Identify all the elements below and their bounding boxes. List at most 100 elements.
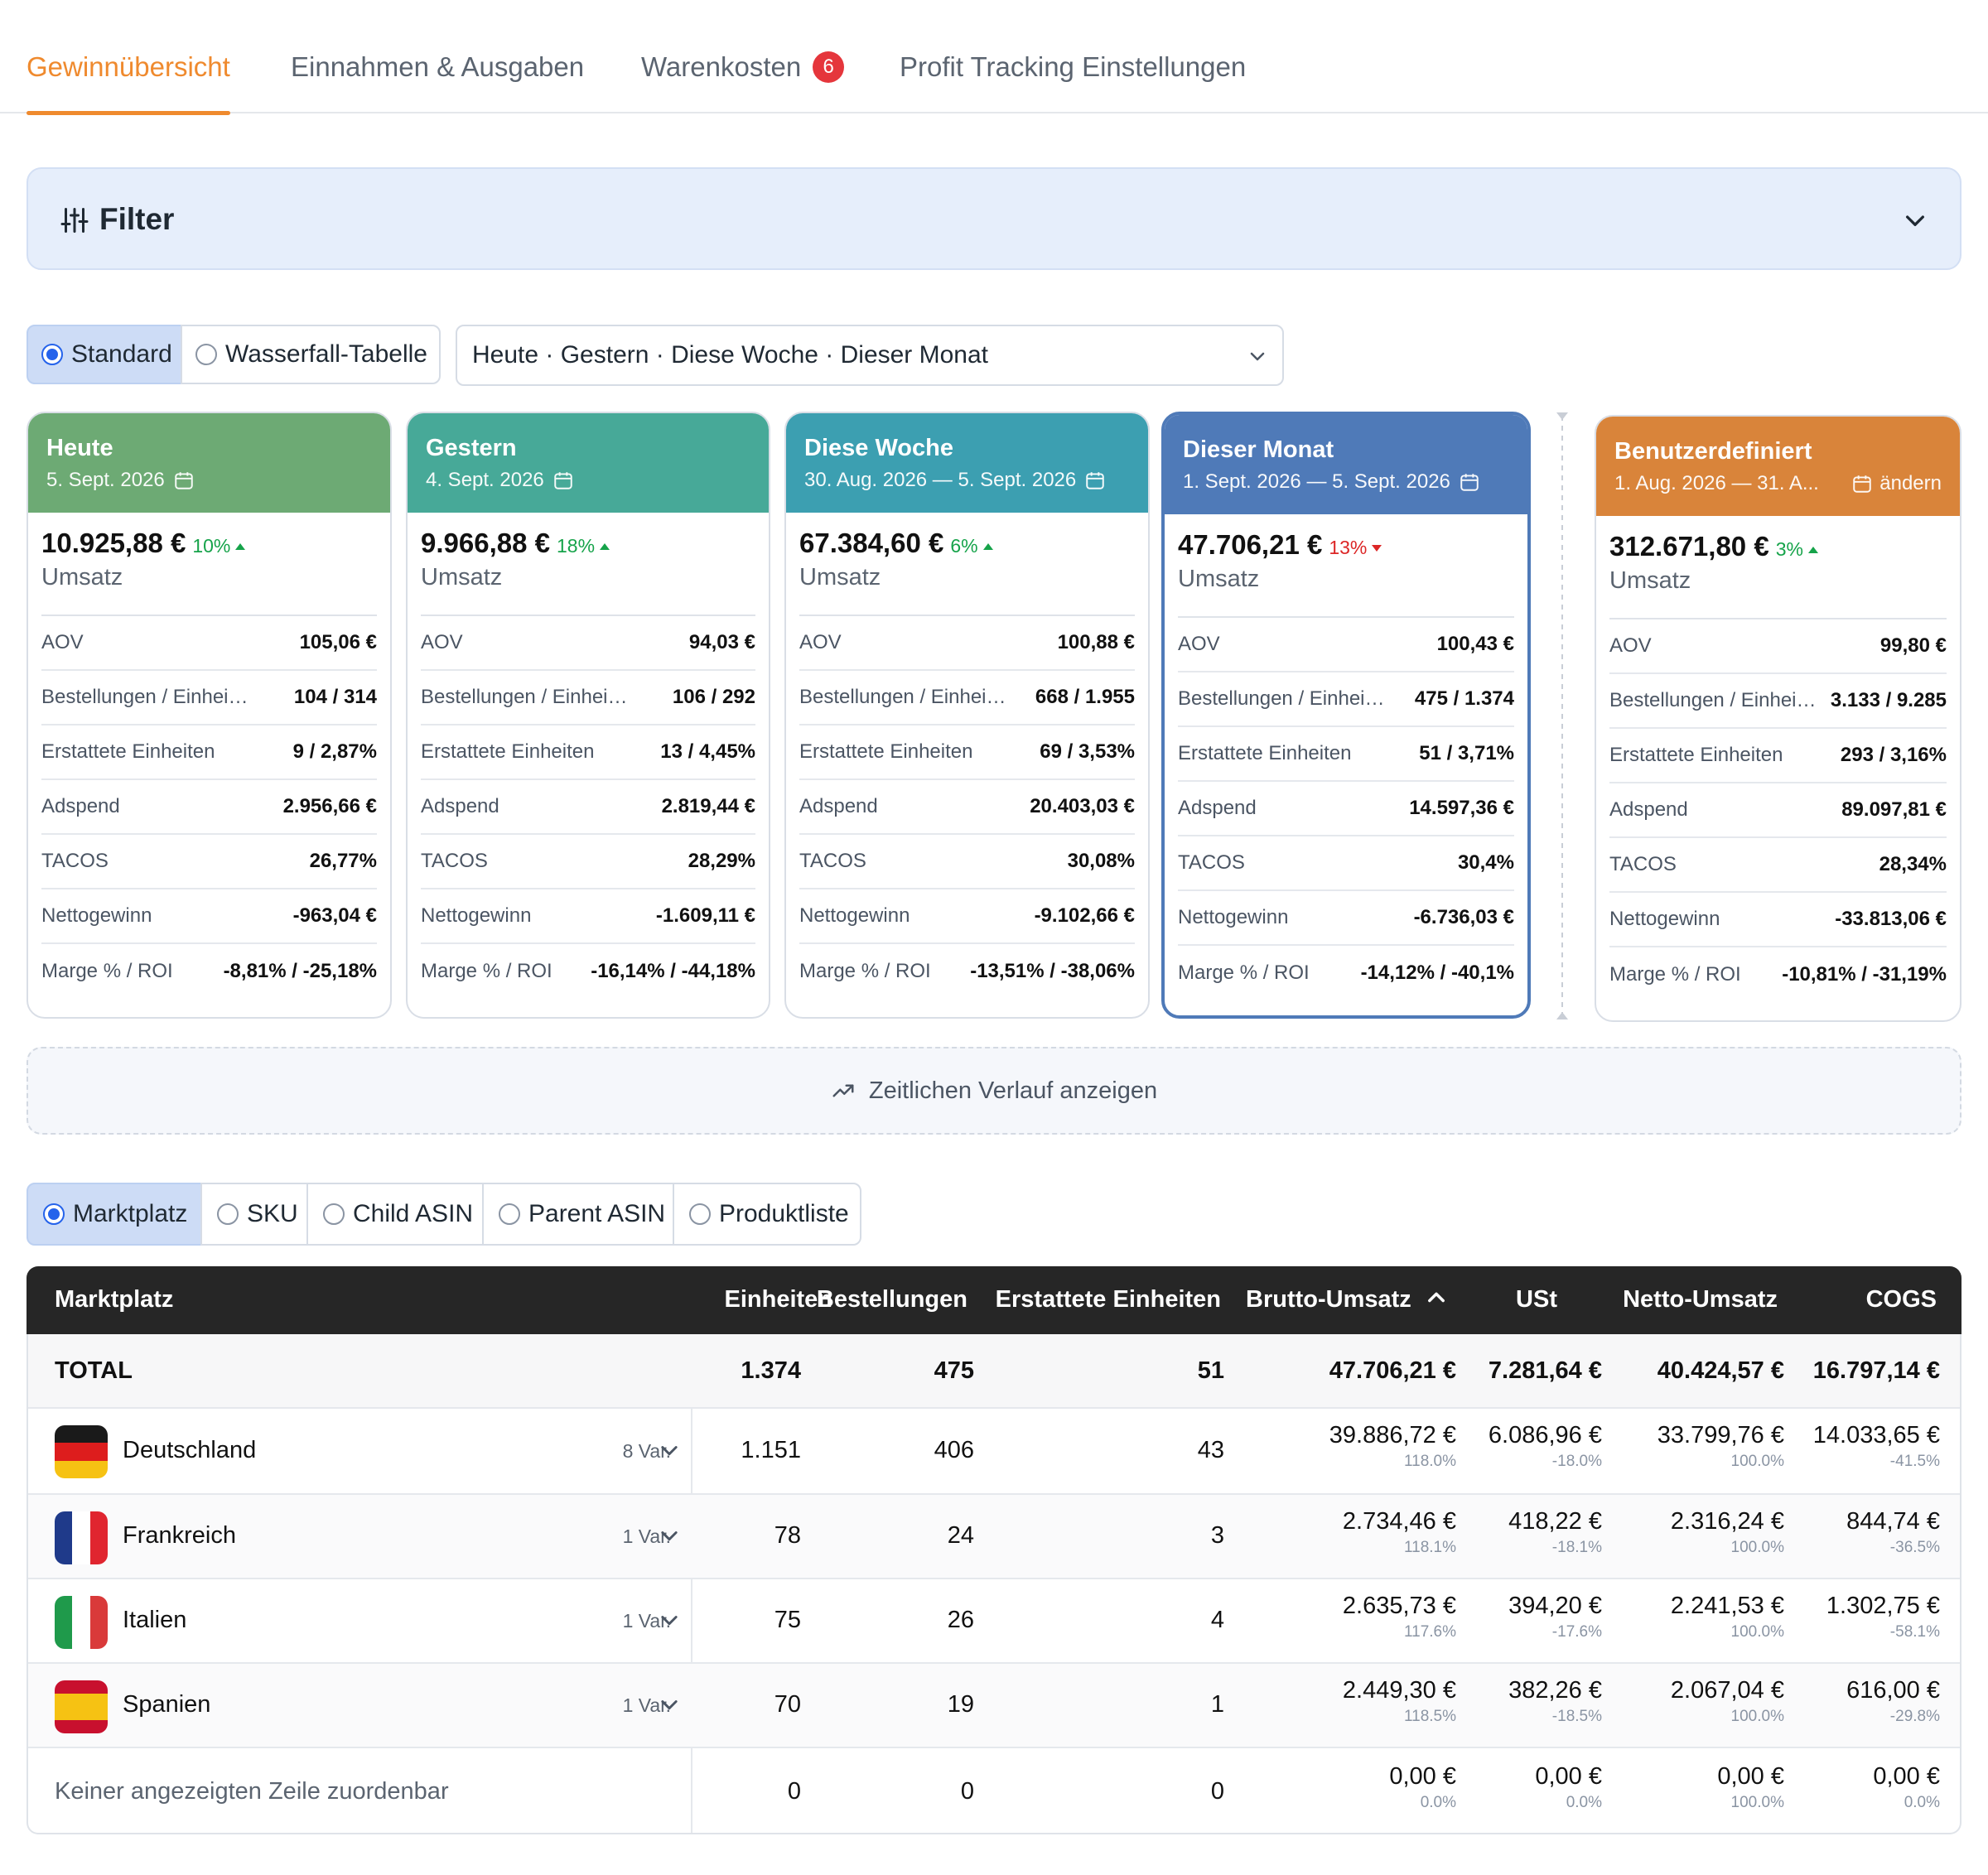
column-header-ust[interactable]: USt <box>1516 1286 1557 1313</box>
metric-label: Adspend <box>41 795 120 817</box>
column-header-cogs[interactable]: COGS <box>1865 1286 1937 1313</box>
period-card[interactable]: Dieser Monat 1. Sept. 2026 — 5. Sept. 202… <box>1161 412 1531 1019</box>
column-header-brutto-umsatz[interactable]: Brutto-Umsatz <box>1246 1286 1448 1313</box>
revenue-label: Umsatz <box>1178 566 1260 592</box>
cell-value: 39.886,72 € <box>1329 1422 1456 1448</box>
metric-label: Nettogewinn <box>799 904 910 927</box>
cell-percentage: 100.0% <box>1730 1623 1784 1641</box>
cell-value: 475 <box>934 1357 974 1384</box>
chevron-down-icon[interactable] <box>658 1439 681 1462</box>
sliders-icon <box>60 208 89 233</box>
metric-value: 99,80 € <box>1879 634 1947 657</box>
metric-row: Erstattete Einheiten 9 / 2,87% <box>41 725 377 780</box>
column-header-marktplatz[interactable]: Marktplatz <box>55 1286 174 1313</box>
card-title: Benutzerdefiniert <box>1614 438 1812 465</box>
cell-value: 2.067,04 € <box>1670 1677 1784 1704</box>
chevron-down-icon[interactable] <box>658 1693 681 1716</box>
metric-list: AOV 100,88 € Bestellungen / Einheiten 668 /… <box>799 615 1135 999</box>
cell-cogs: 14.033,65 € -41.5% <box>1813 1422 1940 1471</box>
change-range-button[interactable]: ändern <box>1851 472 1942 495</box>
trend-up-icon <box>235 543 246 550</box>
period-card[interactable]: Benutzerdefiniert 1. Aug. 2026 — 31. A...… <box>1595 415 1961 1022</box>
metric-label: Marge % / ROI <box>1178 962 1310 984</box>
calendar-icon[interactable] <box>1084 470 1106 491</box>
group-mode-marktplatz[interactable]: Marktplatz <box>27 1183 202 1246</box>
cell-refunded: 3 <box>1211 1522 1224 1550</box>
radio-selected-icon <box>43 1203 65 1225</box>
cell-gross: 47.706,21 € <box>1329 1357 1456 1385</box>
metric-label: Erstattete Einheiten <box>799 740 973 763</box>
tab-warenkosten[interactable]: Warenkosten 6 <box>641 51 845 113</box>
revenue-label: Umsatz <box>421 564 503 590</box>
tab-gewinnuebersicht[interactable]: Gewinnübersicht <box>27 51 230 115</box>
chevron-down-icon[interactable] <box>658 1608 681 1632</box>
marketplace-name: Italien <box>123 1607 186 1634</box>
metric-label: TACOS <box>1178 851 1245 874</box>
cell-value: 47.706,21 € <box>1329 1357 1456 1384</box>
flag-de-icon <box>55 1425 108 1478</box>
table-row[interactable]: Italien 1 Var. 75 26 4 2.635,73 € 117.6% 394,20… <box>28 1579 1960 1664</box>
cell-gross: 2.449,30 € 118.5% <box>1343 1677 1456 1726</box>
metric-label: Marge % / ROI <box>421 960 552 982</box>
cell-value: 6.086,96 € <box>1488 1422 1602 1448</box>
metric-value: -16,14% / -44,18% <box>591 960 755 982</box>
view-mode-wasserfall[interactable]: Wasserfall-Tabelle <box>181 325 441 384</box>
card-date: 5. Sept. 2026 <box>46 469 372 492</box>
group-mode-produktliste[interactable]: Produktliste <box>673 1183 861 1246</box>
cell-value: 2.734,46 € <box>1342 1508 1456 1535</box>
chevron-down-icon[interactable] <box>1902 207 1928 234</box>
cell-units: 1.374 <box>741 1357 801 1385</box>
group-mode-child-asin[interactable]: Child ASIN <box>306 1183 484 1246</box>
table-row[interactable]: Deutschland 8 Var. 1.151 406 43 39.886,72 € 11… <box>28 1409 1960 1495</box>
column-header-einheiten[interactable]: Einheiten <box>724 1286 832 1313</box>
metric-label: TACOS <box>421 850 488 872</box>
group-mode-sku[interactable]: SKU <box>200 1183 308 1246</box>
column-header-bestellungen[interactable]: Bestellungen <box>816 1286 967 1313</box>
column-header-netto-umsatz[interactable]: Netto-Umsatz <box>1623 1286 1778 1313</box>
tab-profit-tracking-einstellungen[interactable]: Profit Tracking Einstellungen <box>900 51 1246 113</box>
tab-einnahmen-ausgaben[interactable]: Einnahmen & Ausgaben <box>291 51 584 113</box>
cell-percentage: -29.8% <box>1889 1708 1940 1725</box>
chevron-down-icon <box>1250 352 1265 361</box>
radio-icon <box>195 344 217 365</box>
cell-vat: 418,22 € -18.1% <box>1508 1508 1602 1557</box>
revenue-change-value: 3% <box>1775 538 1803 560</box>
cell-value: Deutschland <box>123 1437 257 1463</box>
unassigned-label: Keiner angezeigten Zeile zuordenbar <box>55 1778 449 1805</box>
cell-value: 1.302,75 € <box>1826 1593 1940 1619</box>
calendar-icon[interactable] <box>1459 471 1480 493</box>
chevron-down-icon[interactable] <box>658 1524 681 1547</box>
cell-orders: 24 <box>948 1522 974 1550</box>
calendar-icon[interactable] <box>552 470 574 491</box>
filter-panel[interactable]: Filter <box>27 167 1961 270</box>
cell-value: Italien <box>123 1607 187 1633</box>
variant-count: 1 Var. <box>622 1610 671 1632</box>
divider-cap <box>1556 412 1568 420</box>
period-card[interactable]: Gestern 4. Sept. 2026 9.966,88 € 18% Umsatz A… <box>406 412 770 1019</box>
card-body: 47.706,21 € 13% Umsatz AOV 100,43 € Bestellun… <box>1165 514 1527 1000</box>
metric-label: AOV <box>41 631 84 653</box>
table-row[interactable]: Frankreich 1 Var. 78 24 3 2.734,46 € 118.1% 418… <box>28 1495 1960 1579</box>
timeline-toggle[interactable]: Zeitlichen Verlauf anzeigen <box>27 1047 1961 1135</box>
cell-net: 40.424,57 € <box>1657 1357 1784 1385</box>
table-row[interactable]: Spanien 1 Var. 70 19 1 2.449,30 € 118.5% 382,26… <box>28 1664 1960 1748</box>
card-date-text: 1. Sept. 2026 — 5. Sept. 2026 <box>1183 470 1450 493</box>
period-select-value: Heute · Gestern · Diese Woche · Dieser M… <box>472 341 989 369</box>
revenue-value: 67.384,60 € 6% <box>799 528 1135 559</box>
tab-label: Einnahmen & Ausgaben <box>291 51 585 82</box>
cell-value: 43 <box>1197 1437 1224 1463</box>
view-mode-standard[interactable]: Standard <box>27 325 182 384</box>
column-header-erstattete-einheiten[interactable]: Erstattete Einheiten <box>995 1286 1221 1313</box>
metric-label: Adspend <box>1178 797 1257 819</box>
metric-label: AOV <box>1178 633 1220 655</box>
metric-value: 51 / 3,71% <box>1419 742 1514 764</box>
group-mode-parent-asin[interactable]: Parent ASIN <box>482 1183 674 1246</box>
column-divider <box>691 1334 692 1833</box>
period-card[interactable]: Diese Woche 30. Aug. 2026 — 5. Sept. 2026… <box>784 412 1150 1019</box>
cell-value: 1 <box>1210 1691 1224 1718</box>
period-select[interactable]: Heute · Gestern · Diese Woche · Dieser M… <box>456 325 1284 386</box>
period-card[interactable]: Heute 5. Sept. 2026 10.925,88 € 10% Umsatz AO… <box>27 412 392 1019</box>
trend-down-icon <box>1372 545 1382 552</box>
cell-net: 2.067,04 € 100.0% <box>1671 1677 1784 1726</box>
calendar-icon[interactable] <box>173 470 195 491</box>
